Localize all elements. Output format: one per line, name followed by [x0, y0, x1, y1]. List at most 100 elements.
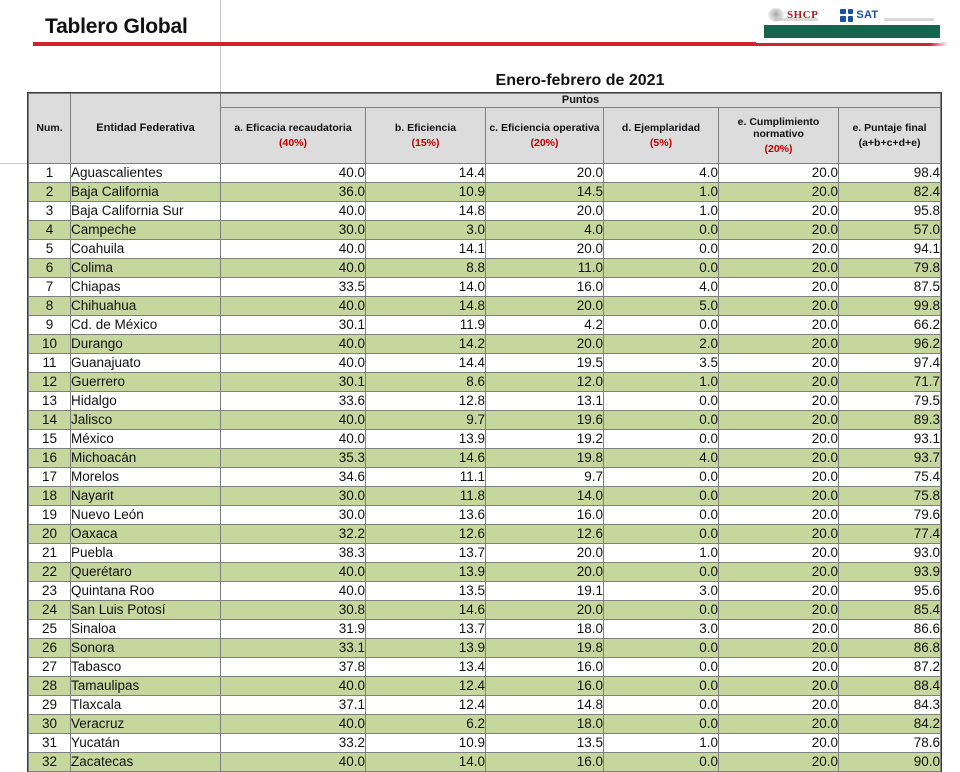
cell-num: 22 — [28, 562, 71, 583]
cell-entidad: Baja California — [70, 182, 221, 203]
cell-eficiencia-operativa: 18.0 — [485, 619, 604, 640]
cell-eficacia-recaudatoria: 40.0 — [220, 334, 366, 355]
cell-eficiencia-operativa: 4.2 — [485, 315, 604, 336]
cell-entidad: México — [70, 429, 221, 450]
cell-eficacia-recaudatoria: 40.0 — [220, 258, 366, 279]
cell-entidad: Tlaxcala — [70, 695, 221, 716]
cell-cumplimiento-normativo: 20.0 — [718, 182, 839, 203]
cell-eficacia-recaudatoria: 40.0 — [220, 353, 366, 374]
column-header-puntaje-final-label: e. Puntaje final — [852, 122, 927, 135]
cell-eficiencia: 13.7 — [365, 543, 486, 564]
cell-puntaje-final: 95.6 — [837, 581, 942, 602]
cell-puntaje-final: 71.7 — [837, 372, 942, 393]
cell-eficiencia-operativa: 20.0 — [485, 334, 604, 355]
cell-ejemplaridad: 0.0 — [603, 258, 719, 279]
column-header-entidad: Entidad Federativa — [70, 92, 221, 165]
cell-ejemplaridad: 1.0 — [603, 201, 719, 222]
cell-ejemplaridad: 0.0 — [603, 524, 719, 545]
page-title: Tablero Global — [45, 15, 188, 38]
cell-ejemplaridad: 3.0 — [603, 619, 719, 640]
global-scoreboard-table: Num. Entidad Federativa Puntos a. Eficac… — [26, 91, 943, 772]
cell-entidad: Querétaro — [70, 562, 221, 583]
cell-eficiencia-operativa: 16.0 — [485, 277, 604, 298]
cell-num: 29 — [28, 695, 71, 716]
cell-puntaje-final: 96.2 — [837, 334, 942, 355]
cell-cumplimiento-normativo: 20.0 — [718, 486, 839, 507]
cell-eficiencia: 13.9 — [365, 638, 486, 659]
cell-eficiencia-operativa: 13.5 — [485, 733, 604, 754]
cell-cumplimiento-normativo: 20.0 — [718, 752, 839, 772]
cell-eficacia-recaudatoria: 30.0 — [220, 220, 366, 241]
cell-entidad: Campeche — [70, 220, 221, 241]
cell-num: 7 — [28, 277, 71, 298]
cell-eficacia-recaudatoria: 38.3 — [220, 543, 366, 564]
cell-entidad: Oaxaca — [70, 524, 221, 545]
cell-eficiencia-operativa: 14.8 — [485, 695, 604, 716]
cell-ejemplaridad: 3.0 — [603, 581, 719, 602]
logo-block: SHCP SAT — [756, 3, 942, 43]
cell-puntaje-final: 85.4 — [837, 600, 942, 621]
cell-eficiencia: 11.1 — [365, 467, 486, 488]
cell-num: 20 — [28, 524, 71, 545]
cell-num: 25 — [28, 619, 71, 640]
table-row: 24 San Luis Potosí 30.8 14.6 20.0 0.0 20.0 85.4 — [28, 600, 942, 621]
cell-num: 28 — [28, 676, 71, 697]
cell-num: 19 — [28, 505, 71, 526]
cell-eficiencia-operativa: 12.0 — [485, 372, 604, 393]
cell-cumplimiento-normativo: 20.0 — [718, 695, 839, 716]
cell-entidad: Guanajuato — [70, 353, 221, 374]
cell-eficiencia: 13.9 — [365, 562, 486, 583]
cell-eficacia-recaudatoria: 33.6 — [220, 391, 366, 412]
cell-eficacia-recaudatoria: 30.1 — [220, 372, 366, 393]
cell-eficiencia-operativa: 13.1 — [485, 391, 604, 412]
cell-entidad: Coahuila — [70, 239, 221, 260]
cell-eficacia-recaudatoria: 40.0 — [220, 562, 366, 583]
column-header-eficiencia-operativa-label: c. Eficiencia operativa — [489, 122, 600, 135]
cell-entidad: Guerrero — [70, 372, 221, 393]
cell-puntaje-final: 75.8 — [837, 486, 942, 507]
cell-puntaje-final: 87.5 — [837, 277, 942, 298]
worksheet-gridline-vertical — [220, 0, 221, 165]
cell-entidad: San Luis Potosí — [70, 600, 221, 621]
table-row: 2 Baja California 36.0 10.9 14.5 1.0 20.0 82.4 — [28, 182, 942, 203]
cell-entidad: Veracruz — [70, 714, 221, 735]
cell-cumplimiento-normativo: 20.0 — [718, 220, 839, 241]
cell-puntaje-final: 57.0 — [837, 220, 942, 241]
cell-num: 12 — [28, 372, 71, 393]
cell-cumplimiento-normativo: 20.0 — [718, 562, 839, 583]
cell-num: 30 — [28, 714, 71, 735]
cell-eficacia-recaudatoria: 40.0 — [220, 676, 366, 697]
cell-eficiencia: 13.9 — [365, 429, 486, 450]
cell-eficacia-recaudatoria: 30.0 — [220, 505, 366, 526]
cell-eficiencia: 14.2 — [365, 334, 486, 355]
column-header-puntaje-final-formula: (a+b+c+d+e) — [858, 136, 921, 149]
cell-eficacia-recaudatoria: 35.3 — [220, 448, 366, 469]
cell-eficiencia-operativa: 16.0 — [485, 752, 604, 772]
cell-entidad: Chiapas — [70, 277, 221, 298]
table-row: 30 Veracruz 40.0 6.2 18.0 0.0 20.0 84.2 — [28, 714, 942, 735]
cell-eficiencia: 14.0 — [365, 277, 486, 298]
cell-puntaje-final: 98.4 — [837, 163, 942, 184]
cell-ejemplaridad: 0.0 — [603, 695, 719, 716]
cell-ejemplaridad: 1.0 — [603, 543, 719, 564]
cell-eficacia-recaudatoria: 40.0 — [220, 429, 366, 450]
cell-puntaje-final: 84.3 — [837, 695, 942, 716]
cell-ejemplaridad: 0.0 — [603, 220, 719, 241]
table-row: 20 Oaxaca 32.2 12.6 12.6 0.0 20.0 77.4 — [28, 524, 942, 545]
cell-cumplimiento-normativo: 20.0 — [718, 714, 839, 735]
cell-eficiencia: 14.6 — [365, 600, 486, 621]
period-caption: Enero-febrero de 2021 — [495, 72, 665, 89]
column-header-eficiencia-operativa: c. Eficiencia operativa (20%) — [485, 107, 604, 165]
cell-cumplimiento-normativo: 20.0 — [718, 277, 839, 298]
cell-eficacia-recaudatoria: 33.5 — [220, 277, 366, 298]
sat-logo: SAT — [840, 8, 878, 22]
cell-eficiencia: 13.5 — [365, 581, 486, 602]
cell-ejemplaridad: 2.0 — [603, 334, 719, 355]
table-row: 12 Guerrero 30.1 8.6 12.0 1.0 20.0 71.7 — [28, 372, 942, 393]
cell-num: 8 — [28, 296, 71, 317]
column-header-eficacia-recaudatoria-label: a. Eficacia recaudatoria — [234, 122, 352, 135]
header-rule — [33, 42, 945, 46]
column-header-eficacia-recaudatoria-pct: (40%) — [278, 136, 307, 149]
cell-eficiencia: 14.1 — [365, 239, 486, 260]
column-header-cumplimiento-normativo-label: e. Cumplimiento normativo — [737, 115, 820, 141]
